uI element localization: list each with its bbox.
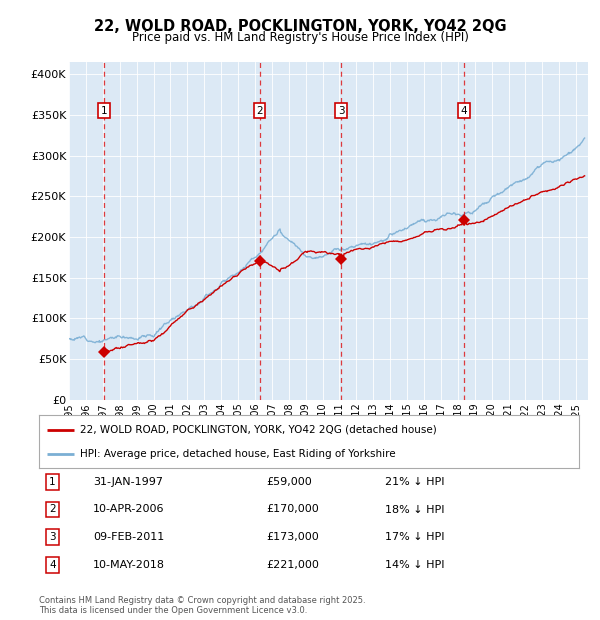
Text: 31-JAN-1997: 31-JAN-1997 [93,477,163,487]
Text: 2: 2 [49,505,56,515]
Text: HPI: Average price, detached house, East Riding of Yorkshire: HPI: Average price, detached house, East… [79,449,395,459]
Text: £170,000: £170,000 [266,505,319,515]
Text: Price paid vs. HM Land Registry's House Price Index (HPI): Price paid vs. HM Land Registry's House … [131,31,469,44]
Text: 3: 3 [49,532,56,542]
Text: 09-FEB-2011: 09-FEB-2011 [93,532,164,542]
Text: Contains HM Land Registry data © Crown copyright and database right 2025.
This d: Contains HM Land Registry data © Crown c… [39,596,365,615]
Text: 10-APR-2006: 10-APR-2006 [93,505,164,515]
Text: £59,000: £59,000 [266,477,311,487]
Text: 1: 1 [101,106,107,116]
Text: 21% ↓ HPI: 21% ↓ HPI [385,477,444,487]
Text: 10-MAY-2018: 10-MAY-2018 [93,560,165,570]
Text: 4: 4 [461,106,467,116]
Text: 17% ↓ HPI: 17% ↓ HPI [385,532,444,542]
Text: £173,000: £173,000 [266,532,319,542]
Text: 22, WOLD ROAD, POCKLINGTON, YORK, YO42 2QG: 22, WOLD ROAD, POCKLINGTON, YORK, YO42 2… [94,19,506,33]
Text: 18% ↓ HPI: 18% ↓ HPI [385,505,444,515]
Text: 14% ↓ HPI: 14% ↓ HPI [385,560,444,570]
Text: 2: 2 [256,106,263,116]
Text: 22, WOLD ROAD, POCKLINGTON, YORK, YO42 2QG (detached house): 22, WOLD ROAD, POCKLINGTON, YORK, YO42 2… [79,425,436,435]
Text: 4: 4 [49,560,56,570]
Text: £221,000: £221,000 [266,560,319,570]
Text: 3: 3 [338,106,344,116]
Text: 1: 1 [49,477,56,487]
